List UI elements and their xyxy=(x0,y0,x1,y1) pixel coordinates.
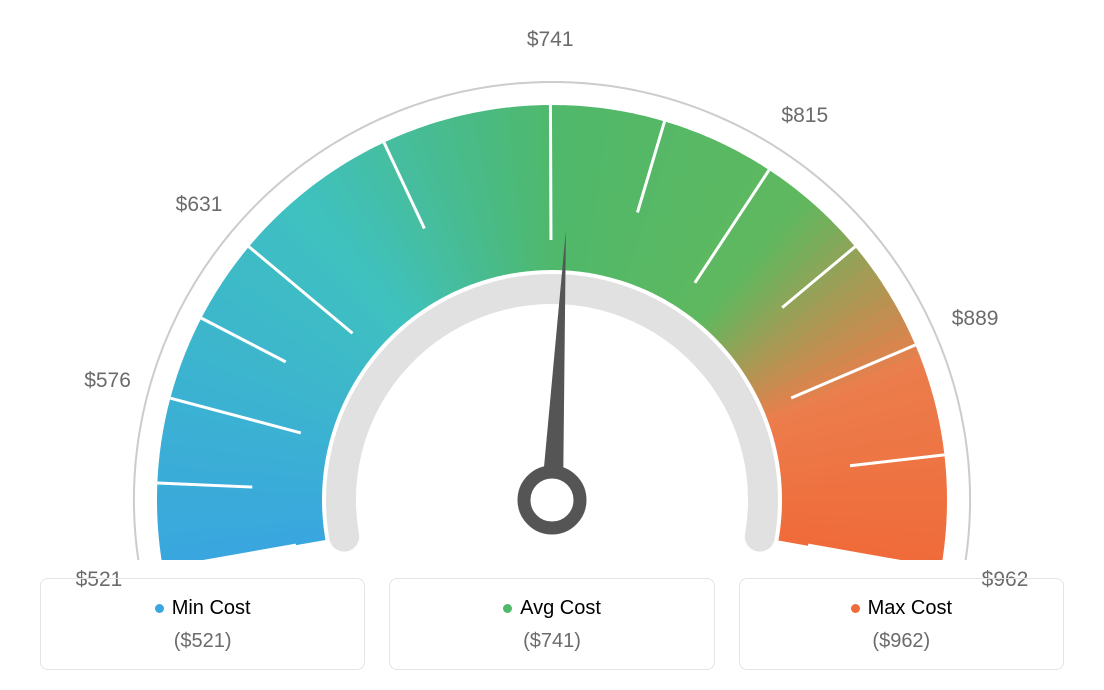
gauge-tick-label: $815 xyxy=(781,104,828,128)
legend-card-avg: Avg Cost ($741) xyxy=(389,578,714,670)
legend-label-max: Max Cost xyxy=(868,597,952,620)
legend-value-avg: ($741) xyxy=(402,630,701,653)
legend-card-min: Min Cost ($521) xyxy=(40,578,365,670)
legend-value-max: ($962) xyxy=(752,630,1051,653)
gauge-tick-label: $631 xyxy=(176,193,223,217)
legend-label-min: Min Cost xyxy=(172,597,251,620)
cost-gauge: $521$576$631$741$815$889$962 xyxy=(0,0,1104,560)
legend-dot-avg xyxy=(503,604,512,613)
legend-dot-max xyxy=(851,604,860,613)
gauge-tick-label: $889 xyxy=(952,307,999,331)
legend-row: Min Cost ($521) Avg Cost ($741) Max Cost… xyxy=(40,578,1064,670)
legend-label-avg: Avg Cost xyxy=(520,597,601,620)
gauge-tick-label: $741 xyxy=(527,28,574,52)
legend-card-max: Max Cost ($962) xyxy=(739,578,1064,670)
gauge-svg xyxy=(0,0,1104,560)
legend-dot-min xyxy=(155,604,164,613)
gauge-tick-label: $576 xyxy=(84,369,131,393)
legend-value-min: ($521) xyxy=(53,630,352,653)
